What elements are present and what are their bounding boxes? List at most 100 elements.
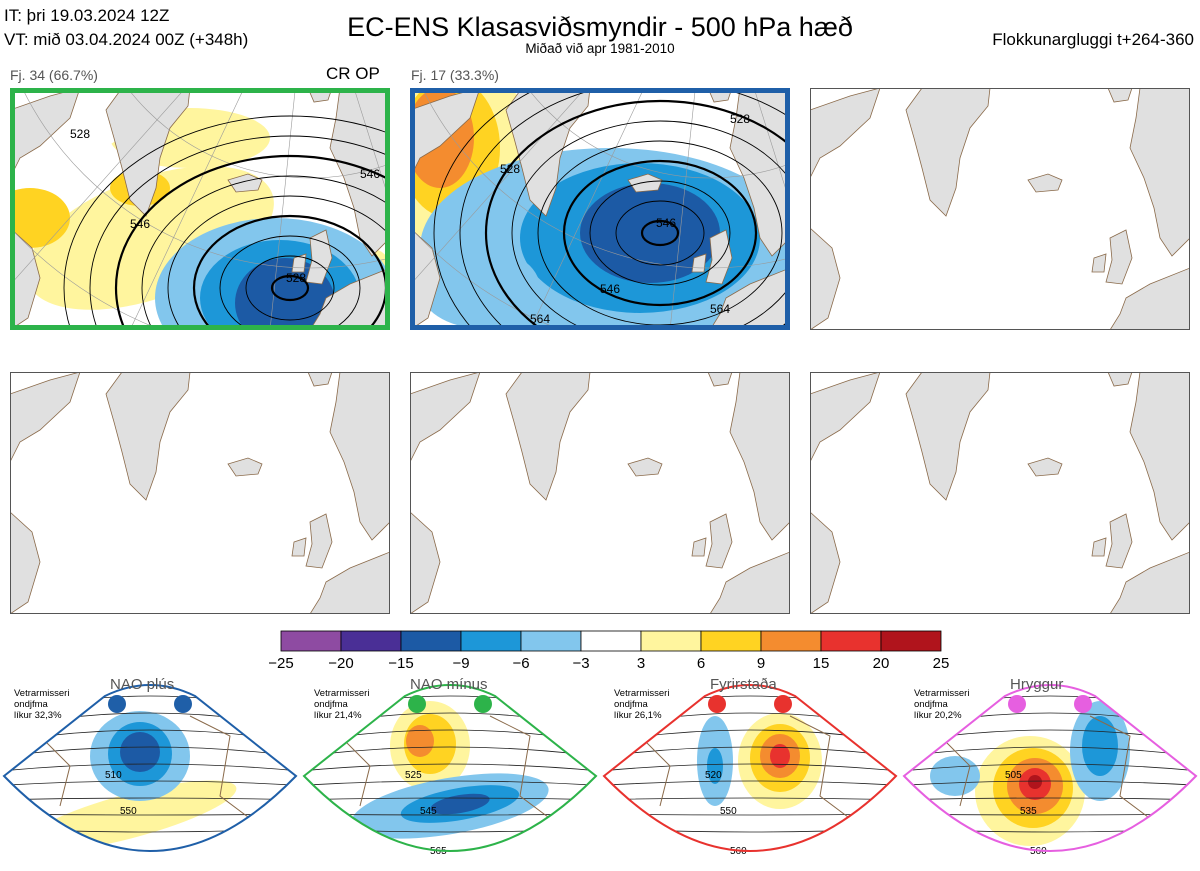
contour-line (63, 115, 390, 330)
colorbar-segment (340, 630, 402, 652)
contour-line (304, 763, 596, 773)
regime-3: 520 550 560 Fyrirstaða Vetrarmisseri ondjfma l… (600, 676, 900, 871)
svalbard (1107, 372, 1133, 387)
landmass (810, 372, 1190, 614)
cluster-map-5 (410, 372, 790, 614)
regime-info-line: Vetrarmisseri (614, 688, 670, 699)
coastline (939, 735, 971, 807)
anomaly-dark-blue (120, 732, 160, 772)
map-frame (810, 372, 1190, 614)
contour-line (604, 780, 896, 787)
scandinavia (1129, 88, 1190, 257)
colorbar: −25 −20 −15 −9 −6 −3 3 6 9 15 20 25 (268, 628, 960, 676)
contour-line (604, 763, 896, 773)
regime-marker-dot (174, 695, 192, 713)
colorbar-segment (280, 630, 342, 652)
europe (709, 267, 790, 330)
canada-north (810, 88, 881, 179)
contour-line (615, 200, 705, 266)
cluster-map-6 (810, 372, 1190, 614)
colorbar-segment (460, 630, 522, 652)
regime-info-line: ondjfma (314, 699, 348, 710)
classification-window: Flokkunargluggi t+264-360 (992, 30, 1194, 49)
greenland (505, 372, 591, 501)
regime-info: Vetrarmisseri ondjfma líkur 26,1% (614, 688, 669, 721)
regime-4: 505 535 560 Hryggur Vetrarmisseri ondjfma líku… (900, 676, 1200, 871)
longitude-line (669, 88, 696, 330)
labrador (10, 227, 41, 330)
contour-label: 546 (600, 282, 620, 296)
regime-info-line: Vetrarmisseri (314, 688, 370, 699)
labrador (810, 227, 841, 330)
europe (309, 551, 390, 614)
ireland (1091, 537, 1107, 557)
svalbard (1107, 88, 1133, 103)
contour-label: 525 (405, 770, 422, 781)
colorbar-tick: −15 (388, 655, 414, 672)
contour-label: 528 (500, 162, 520, 176)
panel-1-label: Fj. 34 (66.7%) (10, 67, 98, 83)
contour-line (904, 780, 1196, 787)
map-canvas (10, 372, 390, 614)
contour-label: 505 (1005, 770, 1022, 781)
contour-line (270, 274, 310, 302)
contour-label: 550 (120, 806, 137, 817)
regime-info-line: líkur 26,1% (614, 710, 662, 721)
great-britain (305, 513, 333, 569)
map-canvas: 546528546528546564564 (410, 88, 790, 330)
regime-outline (2, 684, 298, 852)
regime-title: Fyrirstaða (710, 676, 777, 693)
iceland (227, 173, 263, 193)
great-britain (705, 513, 733, 569)
contour-line (167, 195, 390, 330)
map-frame (10, 88, 390, 330)
control-operational-tag: CR OP (326, 64, 380, 83)
contour-label: 528 (730, 112, 750, 126)
anomaly-red (770, 744, 790, 768)
greenland (105, 372, 191, 501)
anomaly-light-blue (420, 248, 540, 328)
landmass (10, 88, 390, 330)
colorbar-tick: −6 (512, 655, 530, 672)
colorbar-segment (640, 630, 702, 652)
iceland (627, 173, 663, 193)
cluster-map-2: 546528546528546564564 (410, 88, 790, 330)
contour-line (141, 175, 390, 330)
contour-label: 528 (70, 127, 90, 141)
ireland (691, 537, 707, 557)
latitude-line (22, 88, 390, 269)
labrador (10, 511, 41, 614)
map-frame (410, 372, 790, 614)
regime-title: Hryggur (1010, 676, 1064, 693)
great-britain (1105, 229, 1133, 285)
svalbard (307, 372, 333, 387)
anomaly-orange (406, 725, 434, 757)
contour-line (589, 180, 731, 286)
ireland (291, 537, 307, 557)
contour-label: 546 (360, 167, 380, 181)
height-contours: 546528546528546564564 (433, 88, 790, 330)
colorbar-tick: −20 (328, 655, 354, 672)
ireland (1091, 253, 1107, 273)
regime-info-line: Vetrarmisseri (914, 688, 970, 699)
greenland (905, 88, 991, 217)
colorbar-tick: 9 (756, 655, 766, 672)
longitude-line (129, 88, 245, 330)
anomaly-gold (10, 188, 70, 248)
regime-info-line: Vetrarmisseri (14, 688, 70, 699)
latitude-line (127, 88, 390, 179)
contour-line (904, 797, 1196, 801)
landmass (10, 372, 390, 614)
contour-line (433, 88, 790, 330)
contour-line (304, 780, 596, 787)
scandinavia (1129, 372, 1190, 541)
anomaly-light-blue (930, 756, 980, 796)
colorbar-segment (820, 630, 882, 652)
chart-title: EC-ENS Klasasviðsmyndir - 500 hPa hæð (347, 12, 853, 42)
greenland (105, 88, 191, 217)
colorbar-tick: 15 (812, 655, 830, 672)
colorbar-tick: −25 (268, 655, 294, 672)
regime-marker-dot (774, 695, 792, 713)
